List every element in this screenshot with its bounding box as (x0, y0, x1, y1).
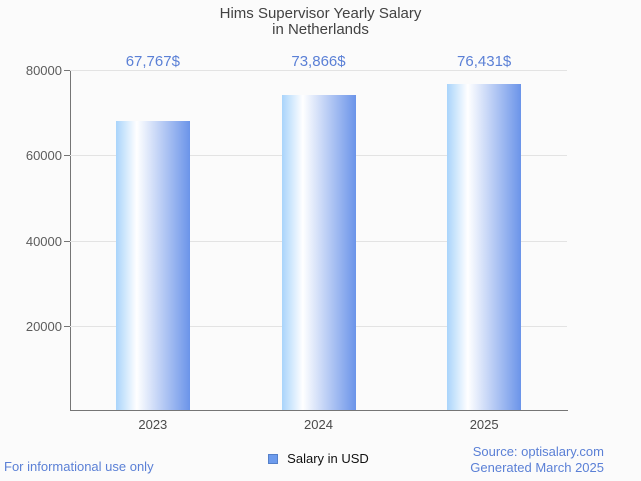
footer-source-line: Source: optisalary.com (472, 444, 604, 459)
y-axis-label-40000: 40000 (25, 233, 62, 249)
bar-2024 (281, 95, 356, 410)
value-label-2024: 73,866$ (291, 53, 346, 70)
value-label-2025: 76,431$ (457, 53, 512, 70)
y-axis-tick (64, 70, 70, 71)
legend: Salary in USD (70, 451, 567, 466)
y-axis-tick (64, 325, 70, 327)
bar-2025 (447, 84, 522, 410)
legend-swatch-icon (268, 453, 279, 464)
plot-area (64, 70, 567, 411)
x-axis-label-2023: 2023 (138, 417, 168, 432)
bar-2023 (115, 121, 190, 410)
value-label-2023: 67,767$ (125, 53, 180, 70)
y-axis-tick (64, 240, 70, 242)
y-axis-tick (64, 155, 70, 157)
footer-generated-line: Generated March 2025 (470, 460, 604, 475)
gridline-80000 (70, 70, 567, 71)
legend-label: Salary in USD (287, 451, 369, 466)
x-axis-line (70, 410, 568, 411)
chart-title-line1: Hims Supervisor Yearly Salary (219, 5, 422, 22)
footer-source: Source: optisalary.com Generated March 2… (470, 444, 604, 476)
footer-disclaimer: For informational use only (4, 459, 154, 474)
y-axis-label-60000: 60000 (25, 148, 62, 164)
chart-title: Hims Supervisor Yearly Salary in Netherl… (0, 6, 641, 38)
x-axis-label-2025: 2025 (469, 417, 499, 432)
x-axis-label-2024: 2024 (304, 417, 333, 432)
y-axis-label-80000: 80000 (25, 63, 62, 78)
chart-title-line2: in Netherlands (272, 21, 369, 38)
y-axis-label-20000: 20000 (25, 318, 62, 334)
